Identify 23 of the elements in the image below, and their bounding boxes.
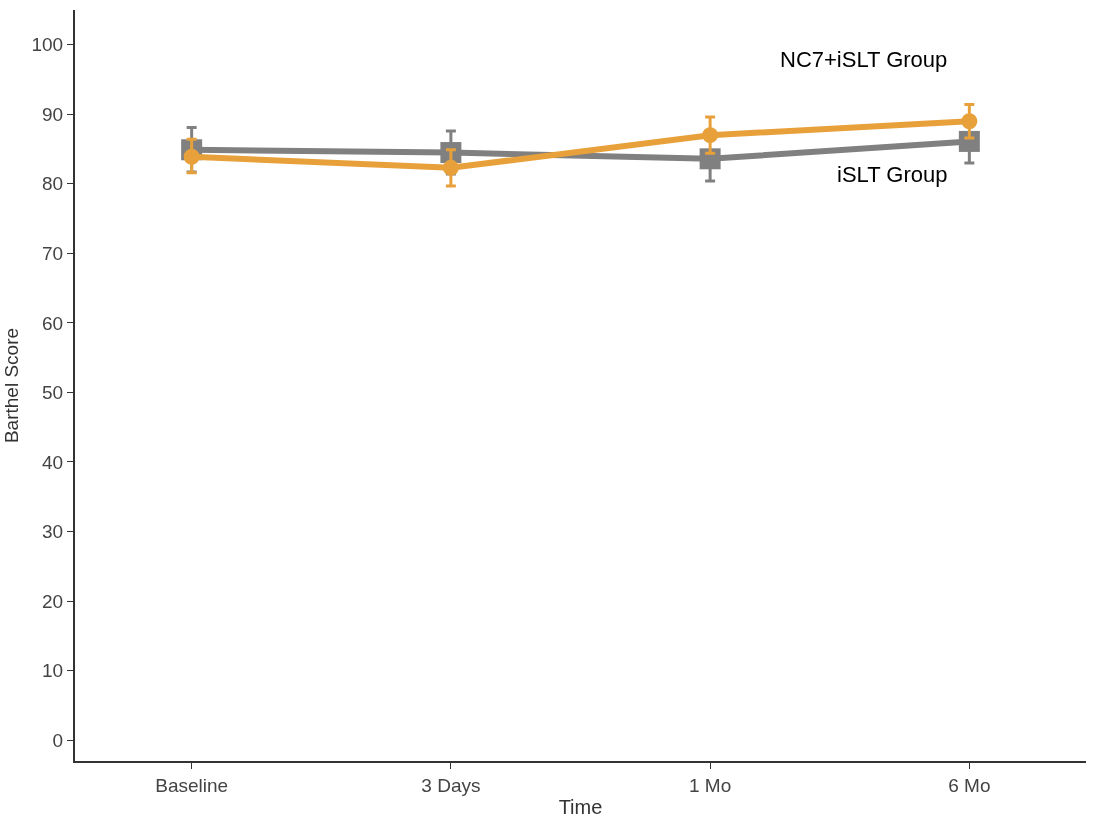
y-tick-label: 100 (31, 34, 64, 56)
y-tick-label: 30 (42, 521, 64, 543)
y-tick-label: 90 (42, 103, 64, 125)
y-tick-label: 80 (42, 173, 64, 195)
y-tick-label: 0 (52, 729, 64, 751)
text: NC7+iSLT Group (780, 47, 948, 72)
series-label: iSLT Group (837, 162, 948, 187)
y-tick-label: 60 (42, 312, 64, 334)
y-tick-label: 10 (42, 660, 64, 682)
y-tick-label: 50 (42, 382, 64, 404)
point (702, 127, 719, 144)
y-tick-label: 40 (42, 451, 64, 473)
x-axis-title: Time (558, 795, 603, 818)
point (442, 159, 459, 176)
x-tick-label: 6 Mo (948, 774, 991, 796)
y-tick-label: 20 (42, 590, 64, 612)
point (961, 113, 978, 130)
x-tick-label: 3 Days (421, 774, 481, 796)
x-tick-label: 1 Mo (688, 774, 732, 796)
y-tick-label: 70 (42, 243, 64, 265)
y-axis-title: Barthel Score (0, 327, 22, 444)
point (699, 148, 721, 170)
x-tick-label: Baseline (155, 774, 229, 796)
